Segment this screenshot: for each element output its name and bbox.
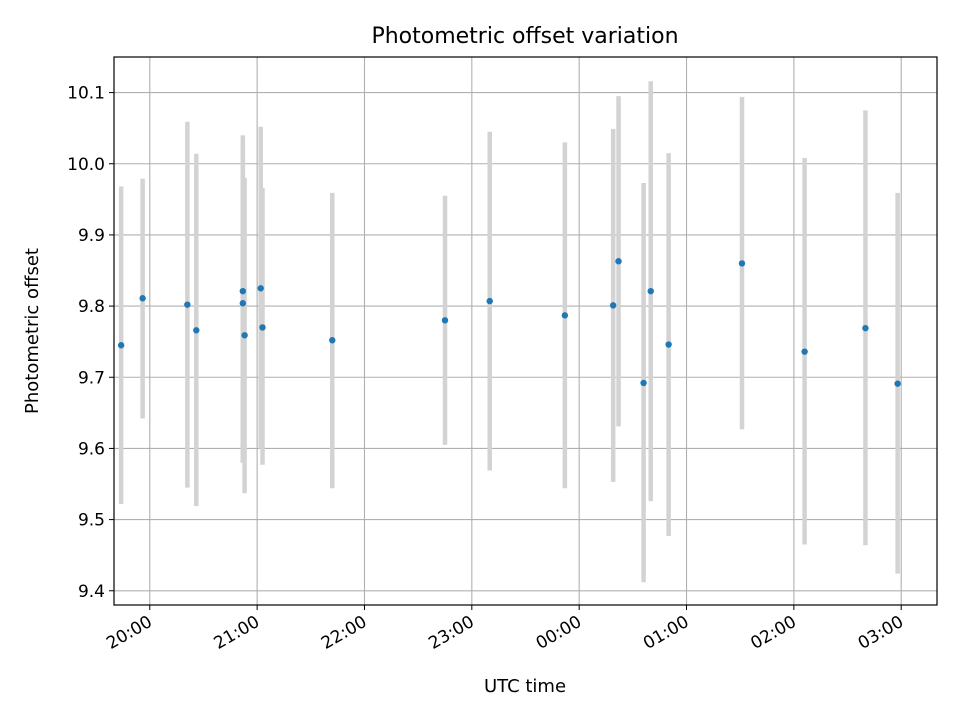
data-point <box>441 317 449 324</box>
data-point <box>139 295 146 302</box>
data-point <box>862 324 869 332</box>
y-tick-label: 9.4 <box>78 582 105 602</box>
data-point <box>241 332 248 339</box>
data-point <box>640 379 647 387</box>
y-axis-ticks: 9.4 9.5 9.6 9.7 9.8 9.9 10.0 10.1 <box>67 84 114 602</box>
data-point <box>894 380 901 387</box>
plot-frame <box>113 56 938 606</box>
data-point <box>647 287 654 295</box>
y-tick-label: 10.0 <box>67 155 105 175</box>
y-tick-label: 9.6 <box>78 439 105 459</box>
data-point <box>561 312 569 319</box>
data-point <box>738 260 746 267</box>
data-point <box>329 337 336 344</box>
y-tick-label: 9.5 <box>78 511 105 531</box>
data-point <box>609 302 617 309</box>
data-point <box>239 287 247 295</box>
chart-title: Photometric offset variation <box>371 24 678 49</box>
data-point <box>665 341 672 348</box>
y-tick-label: 10.1 <box>67 84 105 104</box>
data-point <box>239 300 247 307</box>
data-point <box>257 285 264 292</box>
data-point <box>801 348 808 355</box>
y-tick-label: 9.8 <box>78 297 105 317</box>
y-tick-label: 9.7 <box>78 368 105 388</box>
data-point <box>486 297 493 305</box>
data-points <box>117 258 901 387</box>
data-point <box>184 301 191 308</box>
y-axis-label: Photometric offset <box>22 248 43 414</box>
data-point <box>615 258 622 265</box>
grid-lines <box>114 57 937 605</box>
data-point <box>193 327 200 334</box>
data-point <box>259 324 266 331</box>
y-tick-label: 9.9 <box>78 226 105 246</box>
x-axis-label: UTC time <box>484 676 566 697</box>
data-point <box>117 342 125 349</box>
